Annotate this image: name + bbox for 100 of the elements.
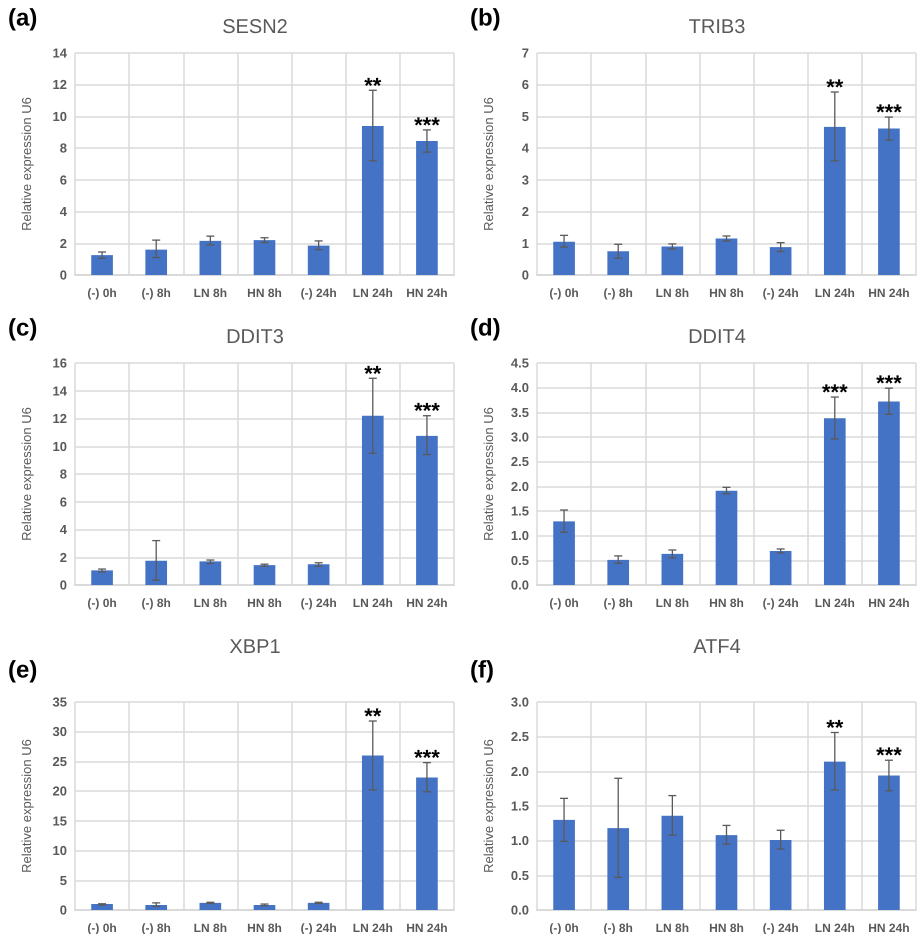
y-tick-label: 2.0 bbox=[510, 478, 529, 494]
x-tick-label: (-) 24h bbox=[300, 596, 337, 610]
text: (e) bbox=[8, 656, 38, 684]
x-tick-label: LN 8h bbox=[194, 286, 228, 300]
x-tick-label: HN 8h bbox=[709, 286, 744, 300]
bar bbox=[716, 835, 738, 910]
y-tick-label: 10 bbox=[52, 843, 67, 858]
y-axis-title: Relative expression U6 bbox=[19, 739, 34, 873]
bar bbox=[254, 904, 276, 910]
bar bbox=[145, 904, 168, 910]
x-tick-label: LN 8h bbox=[194, 921, 228, 934]
y-tick-label: 0 bbox=[60, 578, 67, 592]
bar bbox=[308, 564, 330, 585]
bar bbox=[770, 247, 792, 275]
chart-title: ATF4 bbox=[693, 636, 741, 658]
text: (a) bbox=[8, 4, 38, 32]
y-tick-label: 2.5 bbox=[510, 729, 529, 744]
chart-title: XBP1 bbox=[229, 636, 281, 658]
bar bbox=[145, 560, 168, 585]
x-tick-label: (-) 8h bbox=[604, 596, 633, 610]
y-tick-label: 0.0 bbox=[510, 902, 529, 918]
bar bbox=[91, 904, 113, 910]
y-tick-label: 4.5 bbox=[510, 356, 529, 370]
bar bbox=[145, 250, 168, 275]
x-tick-label: LN 24h bbox=[814, 921, 855, 934]
x-tick-label: (-) 0h bbox=[87, 286, 117, 300]
y-tick-label: 10 bbox=[52, 438, 67, 454]
y-tick-label: 4 bbox=[60, 522, 68, 537]
bar bbox=[824, 762, 846, 910]
x-tick-label: (-) 0h bbox=[87, 596, 117, 610]
annotation: ** bbox=[826, 715, 844, 740]
x-tick-label: (-) 8h bbox=[142, 286, 171, 300]
y-tick-label: 14 bbox=[52, 383, 68, 398]
y-tick-label: 0.0 bbox=[510, 578, 529, 592]
x-tick-label: (-) 24h bbox=[300, 286, 337, 300]
y-tick-label: 1.0 bbox=[510, 833, 529, 848]
bar bbox=[824, 126, 846, 275]
bar bbox=[91, 570, 113, 585]
y-tick-label: 1 bbox=[522, 236, 529, 251]
y-tick-label: 0 bbox=[60, 268, 67, 282]
y-tick-label: 5 bbox=[522, 108, 529, 124]
y-axis-title: Relative expression U6 bbox=[19, 97, 34, 231]
y-tick-label: 4 bbox=[60, 204, 68, 220]
y-tick-label: 3.5 bbox=[510, 404, 529, 420]
annotation: *** bbox=[876, 742, 902, 768]
x-tick-label: (-) 24h bbox=[762, 286, 799, 300]
annotation: *** bbox=[876, 100, 902, 125]
bar bbox=[607, 828, 630, 910]
x-tick-label: LN 24h bbox=[352, 921, 393, 934]
annotation: ** bbox=[364, 360, 382, 386]
y-tick-label: 2 bbox=[60, 236, 67, 251]
y-tick-label: 3.0 bbox=[510, 694, 529, 710]
bar bbox=[362, 416, 384, 585]
y-axis-title: Relative expression U6 bbox=[481, 739, 496, 873]
y-tick-label: 3 bbox=[522, 172, 529, 188]
y-tick-label: 1.5 bbox=[510, 504, 529, 518]
x-tick-label: HN 8h bbox=[247, 286, 282, 300]
annotation: *** bbox=[822, 380, 848, 405]
chart-title: DDIT3 bbox=[226, 326, 284, 348]
x-tick-label: HN 24h bbox=[868, 921, 910, 934]
annotation: *** bbox=[876, 370, 902, 396]
chart-title: SESN2 bbox=[222, 16, 288, 38]
y-axis-title: Relative expression U6 bbox=[19, 407, 34, 541]
y-tick-label: 7 bbox=[522, 46, 529, 60]
x-tick-label: (-) 24h bbox=[762, 596, 799, 610]
text: (d) bbox=[470, 314, 501, 342]
x-tick-label: (-) 0h bbox=[549, 286, 579, 300]
bar bbox=[200, 902, 222, 910]
bar bbox=[362, 126, 384, 275]
x-tick-label: HN 24h bbox=[406, 286, 448, 300]
bar bbox=[308, 246, 330, 275]
x-tick-label: LN 24h bbox=[814, 596, 855, 610]
text: (c) bbox=[8, 314, 38, 342]
bar bbox=[553, 242, 575, 275]
bar bbox=[362, 755, 384, 910]
annotation: *** bbox=[414, 745, 440, 770]
x-tick-label: HN 8h bbox=[247, 596, 282, 610]
x-tick-label: HN 24h bbox=[868, 596, 910, 610]
bar bbox=[662, 246, 684, 275]
bar bbox=[662, 554, 684, 585]
bar bbox=[770, 550, 792, 585]
x-tick-label: LN 8h bbox=[194, 596, 228, 610]
bar bbox=[416, 141, 438, 275]
bar bbox=[91, 255, 113, 275]
bar bbox=[878, 128, 900, 275]
bar bbox=[553, 521, 575, 585]
y-tick-label: 2 bbox=[522, 204, 529, 220]
y-tick-label: 8 bbox=[60, 466, 67, 482]
y-tick-label: 30 bbox=[52, 724, 67, 740]
chart-title: DDIT4 bbox=[688, 326, 746, 348]
y-tick-label: 35 bbox=[52, 694, 67, 710]
bar bbox=[878, 401, 900, 585]
y-tick-label: 2 bbox=[60, 550, 67, 565]
bar bbox=[607, 560, 630, 585]
y-tick-label: 0 bbox=[60, 902, 67, 918]
bar bbox=[200, 240, 222, 275]
y-tick-label: 0.5 bbox=[510, 552, 529, 568]
y-tick-label: 14 bbox=[52, 46, 68, 60]
y-tick-label: 12 bbox=[52, 77, 67, 92]
y-tick-label: 5 bbox=[60, 872, 67, 888]
